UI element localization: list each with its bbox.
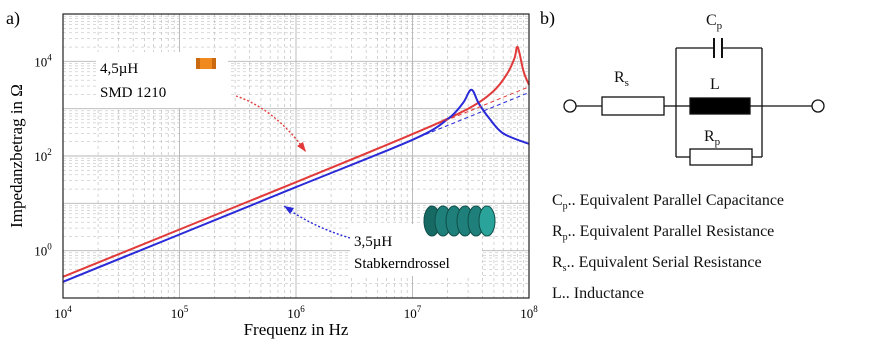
rp-label: Rp (704, 128, 721, 148)
x-tick-label: 106 (287, 304, 305, 321)
rp-resistor (689, 148, 753, 166)
legend-item-cp: Cp.. Equivalent Parallel Capacitance (552, 192, 784, 212)
terminal-left (563, 99, 577, 113)
smd-annotation-line1: 4,5µH (100, 61, 138, 77)
x-tick-label: 107 (404, 304, 422, 321)
coil-annotation-line2: Stabkerndrossel (354, 256, 450, 272)
impedance-chart: 104 105 106 107 108 100 102 104 Frequenz in Hz… (7, 13, 538, 339)
smd-arrow-head (297, 142, 306, 152)
smd-component-icon (196, 58, 216, 69)
l-inductor (689, 97, 751, 115)
y-tick-label: 104 (34, 52, 52, 69)
legend-item-rp: Rp.. Equivalent Parallel Resistance (552, 223, 774, 243)
y-tick-labels: 100 102 104 (34, 52, 52, 258)
y-tick-label: 100 (34, 242, 52, 259)
panel-a-label: a) (6, 8, 20, 29)
terminal-right (811, 99, 825, 113)
x-tick-label: 104 (54, 304, 72, 321)
rs-resistor (601, 96, 665, 116)
series-line-3 (412, 92, 530, 141)
series-line-1 (62, 88, 530, 283)
smd-annotation-line2: SMD 1210 (100, 85, 166, 101)
x-tick-labels: 104 105 106 107 108 (54, 304, 538, 321)
series-line-0 (62, 45, 530, 278)
rs-label: Rs (614, 69, 629, 89)
smd-pointer-arrow (235, 95, 307, 153)
x-axis-title: Frequenz in Hz (244, 320, 349, 339)
coil-arrow-head (284, 206, 294, 214)
x-tick-label: 105 (171, 304, 189, 321)
legend-item-l: L.. Inductance (552, 285, 644, 302)
equivalent-circuit-diagram (563, 38, 825, 166)
x-tick-label: 108 (520, 304, 538, 321)
series-line-2 (412, 86, 530, 135)
cp-label: Cp (706, 12, 723, 32)
circuit-legend: Cp.. Equivalent Parallel Capacitance Rp.… (552, 192, 784, 302)
panel-b-label: b) (540, 8, 555, 29)
legend-item-rs: Rs.. Equivalent Serial Resistance (552, 254, 762, 274)
chart-series (62, 45, 530, 283)
y-axis-title: Impedanzbetrag in Ω (7, 84, 26, 228)
l-label: L (710, 76, 720, 93)
coil-inductor-icon (423, 205, 496, 237)
plot-frame (62, 13, 530, 299)
y-tick-label: 102 (34, 147, 52, 164)
coil-annotation-line1: 3,5µH (354, 234, 392, 250)
